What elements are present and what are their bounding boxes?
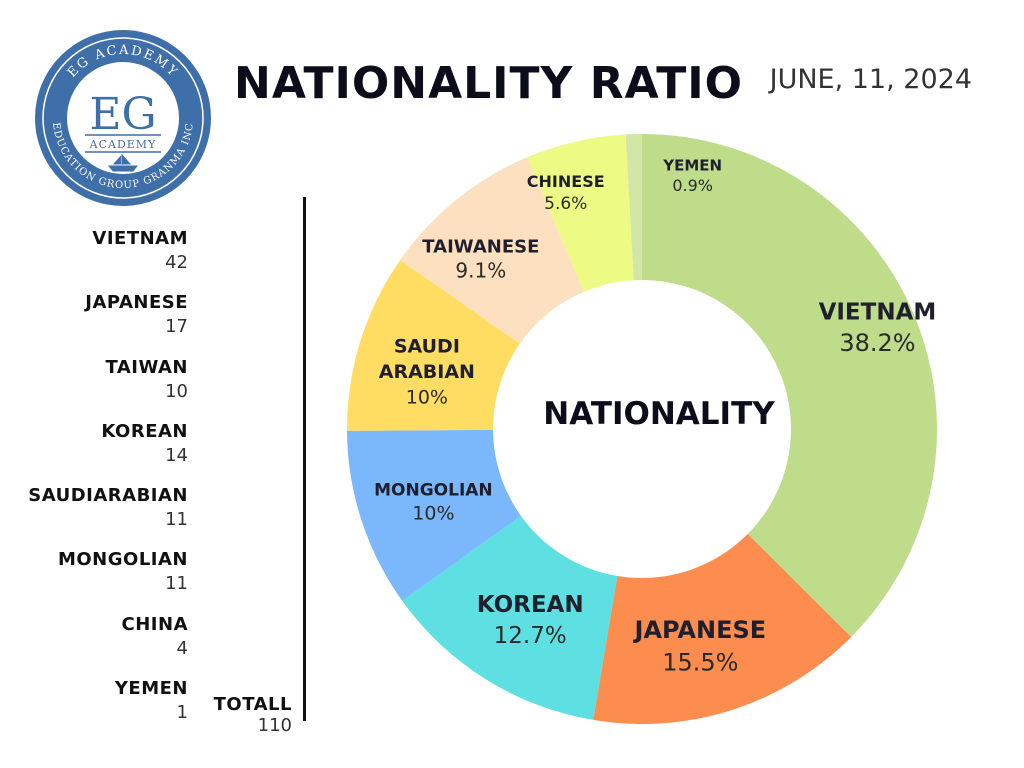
nationality-label: TAIWAN <box>105 356 188 378</box>
slice-percent-label: 9.1% <box>455 259 506 283</box>
list-item: JAPANESE 17 <box>0 292 188 356</box>
page-title: NATIONALITY RATIO <box>234 58 744 109</box>
donut-slice-chinese <box>527 134 634 292</box>
slice-label: ARABIAN <box>379 361 475 383</box>
slice-percent-label: 12.7% <box>494 623 567 649</box>
nationality-count: 42 <box>165 252 188 273</box>
slice-label: CHINESE <box>527 172 605 191</box>
nationality-label: VIETNAM <box>92 228 188 249</box>
nationality-count: 11 <box>165 573 188 595</box>
slice-label: YEMEN <box>662 156 722 174</box>
slice-percent-label: 10% <box>406 387 448 409</box>
list-item: SAUDIARABIAN 11 <box>0 485 188 549</box>
list-item: MONGOLIAN 11 <box>0 549 188 613</box>
divider-line <box>303 197 306 721</box>
list-item: CHINA 4 <box>0 614 188 678</box>
slice-label: JAPANESE <box>633 616 767 644</box>
slice-label: MONGOLIAN <box>374 481 493 501</box>
nationality-label: KOREAN <box>101 420 188 442</box>
total-block: TOTALL 110 <box>196 694 292 736</box>
nationality-count-list: VIETNAM 42 JAPANESE 17 TAIWAN 10 KOREAN … <box>0 228 188 742</box>
slice-percent-label: 10% <box>412 503 454 525</box>
slice-label: KOREAN <box>477 592 584 618</box>
eg-academy-seal: EG ACADEMY EDUCATION GROUP GRANMA INC EG… <box>35 30 211 206</box>
slice-label: TAIWANESE <box>422 236 539 257</box>
donut-slice-yemen <box>625 134 642 281</box>
donut-slice-taiwanese <box>400 157 584 344</box>
slice-percent-label: 38.2% <box>839 329 915 357</box>
nationality-label: CHINA <box>121 613 188 635</box>
eg-academy-logo: EG ACADEMY EDUCATION GROUP GRANMA INC EG… <box>33 28 213 208</box>
list-item: YEMEN 1 <box>0 678 188 742</box>
logo-word: ACADEMY <box>89 138 157 151</box>
total-label: TOTALL <box>213 694 292 715</box>
nationality-label: MONGOLIAN <box>57 549 188 571</box>
nationality-label: YEMEN <box>114 678 188 700</box>
donut-slice-korean <box>402 515 618 720</box>
nationality-count: 4 <box>176 637 188 659</box>
slice-label: VIETNAM <box>819 299 937 325</box>
donut-center-label: NATIONALITY <box>543 396 775 432</box>
list-item: VIETNAM 42 <box>0 228 188 292</box>
donut-slice-vietnam <box>642 134 938 637</box>
report-date: JUNE, 11, 2024 <box>769 64 972 95</box>
donut-slice-saudi-arabian <box>346 260 520 431</box>
nationality-count: 17 <box>165 316 188 338</box>
donut-slices <box>346 134 938 724</box>
total-count: 110 <box>257 715 292 736</box>
nationality-count: 1 <box>176 702 188 724</box>
slice-percent-label: 5.6% <box>544 194 587 214</box>
ship-icon <box>107 154 139 172</box>
nationality-label: JAPANESE <box>85 292 188 314</box>
list-item: KOREAN 14 <box>0 421 188 485</box>
donut-slice-japanese <box>593 534 852 724</box>
list-item: TAIWAN 10 <box>0 357 188 421</box>
nationality-label: SAUDIARABIAN <box>28 485 188 507</box>
nationality-count: 10 <box>165 380 188 402</box>
slice-label: SAUDI <box>394 335 460 357</box>
slice-percent-label: 0.9% <box>672 176 713 195</box>
donut-slice-mongolian <box>347 429 521 601</box>
slice-percent-label: 15.5% <box>662 648 738 676</box>
nationality-count: 14 <box>165 444 188 466</box>
donut-labels: VIETNAM 38.2% JAPANESE 15.5% KOREAN 12.7% MONG… <box>374 156 936 676</box>
logo-initials: EG <box>89 89 156 140</box>
nationality-count: 11 <box>165 509 188 531</box>
